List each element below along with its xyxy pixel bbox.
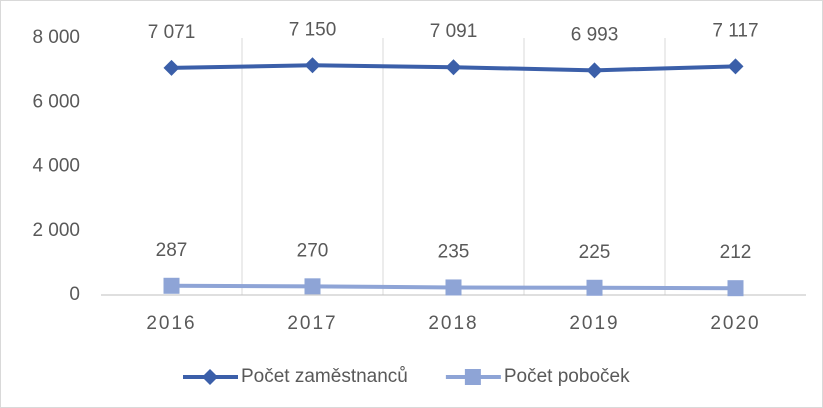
data-label: 7 071 [148, 22, 196, 43]
x-tick-label: 2017 [287, 313, 337, 334]
data-label: 225 [579, 242, 611, 263]
data-point [163, 59, 180, 76]
data-point [163, 277, 180, 294]
data-label: 235 [438, 241, 470, 262]
legend-marker [202, 369, 218, 385]
y-tick-label: 6 000 [32, 91, 80, 112]
data-label: 7 117 [712, 20, 758, 41]
legend-label: Počet poboček [504, 366, 630, 387]
data-point [586, 62, 603, 79]
y-tick-label: 8 000 [32, 27, 80, 48]
legend-marker [464, 369, 481, 385]
data-label: 212 [720, 242, 752, 263]
data-point [586, 279, 603, 296]
x-tick-label: 2020 [710, 313, 760, 334]
data-point [727, 280, 744, 297]
data-point [304, 278, 321, 295]
data-point [304, 57, 321, 74]
data-label: 270 [297, 240, 329, 261]
y-tick-label: 2 000 [32, 220, 80, 241]
data-point [727, 58, 744, 75]
y-tick-label: 4 000 [32, 156, 80, 177]
data-label: 7 091 [430, 21, 478, 42]
x-tick-label: 2016 [146, 313, 196, 334]
data-point [445, 59, 462, 76]
data-point [445, 279, 462, 296]
data-label: 287 [156, 240, 188, 261]
x-tick-label: 2018 [428, 313, 478, 334]
data-label: 7 150 [289, 19, 337, 40]
x-tick-label: 2019 [569, 313, 619, 334]
data-label: 6 993 [571, 24, 619, 45]
legend-label: Počet zaměstnanců [241, 366, 408, 387]
y-tick-label: 0 [69, 284, 80, 305]
